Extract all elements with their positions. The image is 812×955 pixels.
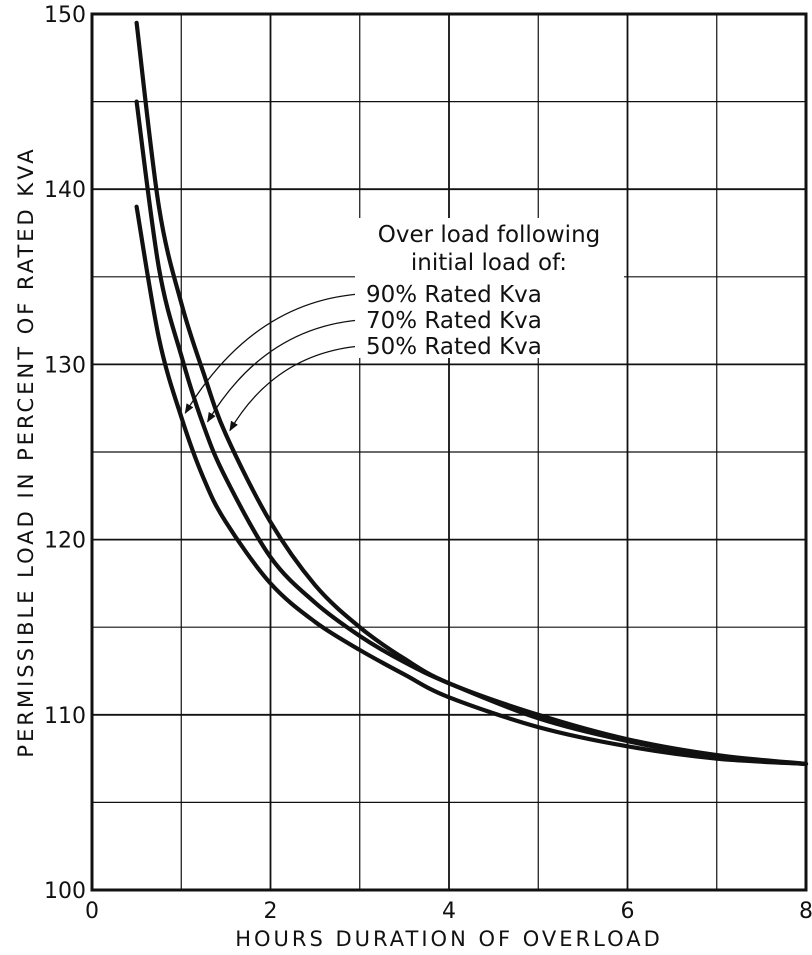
x-tick-label: 0 [85,899,99,924]
legend-annotations [184,293,361,432]
x-tick-label: 6 [621,899,635,924]
legend-title-line-1: Over load following [378,222,601,248]
legend-entry-90-percent: 90% Rated Kva [366,282,542,308]
y-tick-label: 100 [44,879,86,904]
grid-lines [92,14,806,890]
x-tick-label: 8 [799,899,812,924]
y-tick-label: 110 [44,704,86,729]
annotation-arrow-2 [229,345,361,432]
y-tick-labels: 100 110 120 130 140 150 [44,3,86,904]
legend-entry-70-percent: 70% Rated Kva [366,308,542,334]
series-line-0 [134,204,809,766]
legend-entry-50-percent: 50% Rated Kva [366,334,542,360]
legend-box-background [355,218,624,358]
annotation-arrow-1 [207,319,361,423]
y-tick-label: 120 [44,529,86,554]
plot-frame [90,12,808,892]
annotation-arrow-0 [184,293,361,414]
x-tick-label: 4 [442,899,456,924]
y-tick-label: 130 [44,353,86,378]
y-tick-label: 140 [44,178,86,203]
y-tick-label: 150 [44,3,86,28]
x-axis-title: HOURS DURATION OF OVERLOAD [235,927,663,951]
series-line-2 [134,20,809,766]
y-axis-title: PERMISSIBLE LOAD IN PERCENT OF RATED KVA [14,146,38,757]
series-lines [134,20,809,766]
x-tick-label: 2 [264,899,278,924]
x-tick-labels: 0 2 4 6 8 [85,899,812,924]
legend-title-line-2: initial load of: [411,250,567,276]
